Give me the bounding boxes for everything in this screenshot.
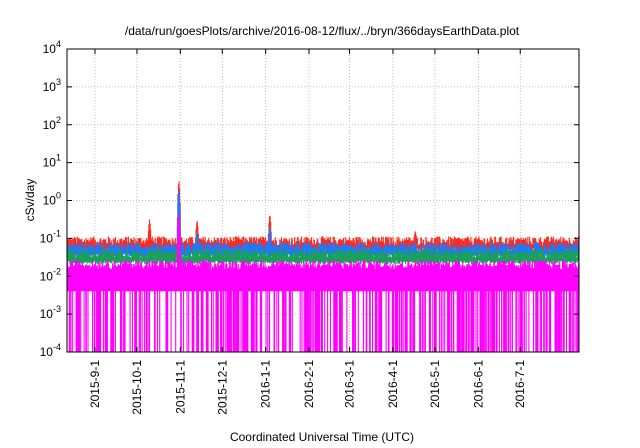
data-series	[67, 181, 579, 252]
x-tick-label: 2016-2-1	[302, 360, 316, 408]
chart-title: /data/run/goesPlots/archive/2016-08-12/f…	[125, 24, 520, 38]
data-series	[67, 213, 579, 265]
x-tick-label: 2015-11-1	[173, 360, 187, 414]
x-tick-label: 2016-4-1	[386, 360, 400, 408]
x-tick-label: 2016-7-1	[513, 360, 527, 408]
x-tick-label: 2016-3-1	[343, 360, 357, 408]
x-tick-label: 2016-5-1	[428, 360, 442, 408]
y-tick-label: 10-2	[40, 266, 61, 283]
y-tick-label: 10-3	[40, 304, 61, 321]
x-tick-label: 2015-12-1	[215, 360, 229, 415]
x-tick-label: 2015-10-1	[130, 360, 144, 415]
y-tick-label: 102	[43, 115, 61, 132]
data-area	[67, 181, 579, 352]
y-tick-label: 101	[43, 153, 61, 170]
data-series	[67, 213, 579, 352]
y-axis-label: cSv/day	[23, 179, 37, 222]
x-tick-label: 2016-1-1	[259, 360, 273, 408]
grid	[67, 49, 579, 352]
y-axis: 10-4 10-3 10-2 10-1 100 101 102 103 104	[40, 39, 579, 359]
y-tick-label: 104	[43, 39, 61, 56]
y-tick-label: 10-4	[40, 342, 61, 359]
x-axis-label: Coordinated Universal Time (UTC)	[230, 430, 414, 444]
x-tick-label: 2015-9-1	[88, 360, 102, 408]
y-tick-label: 100	[43, 191, 61, 208]
y-tick-label: 10-1	[40, 228, 61, 245]
x-tick-label: 2016-6-1	[471, 360, 485, 408]
x-axis: 2015-9-1 2015-10-1 2015-11-1 2015-12-1 2016-…	[88, 49, 527, 415]
y-tick-label: 103	[43, 77, 61, 94]
